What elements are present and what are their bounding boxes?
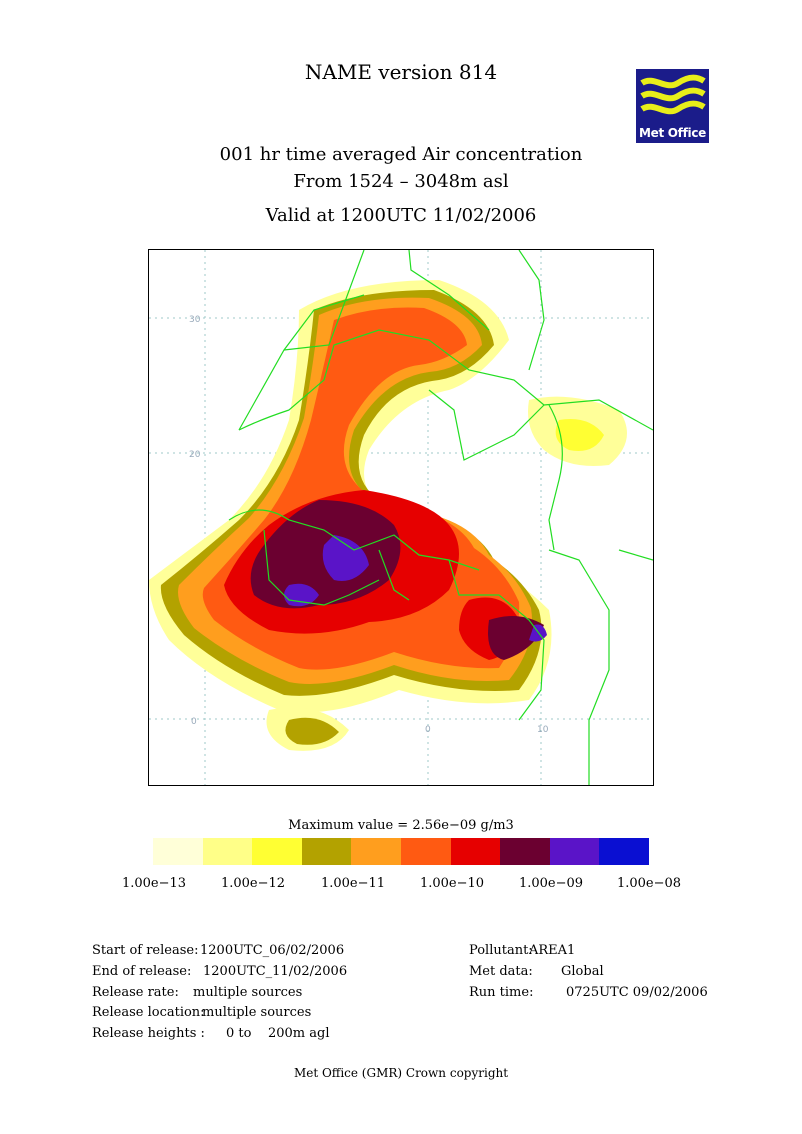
color-swatch-6 (400, 838, 451, 865)
pollutant-label: Pollutant: (469, 943, 533, 958)
lat-label-0: 0 (191, 717, 197, 727)
country-borders (228, 250, 653, 785)
start-release-label: Start of release: (92, 943, 199, 958)
color-swatch-3 (252, 838, 302, 865)
lat-label-20: 20 (189, 450, 201, 460)
color-swatch-7 (450, 838, 501, 865)
met-data-label: Met data: (469, 964, 533, 979)
release-location-value: multiple sources (202, 1005, 312, 1020)
color-swatch-9 (549, 838, 600, 865)
run-time-label: Run time: (469, 985, 534, 1000)
color-swatch-4 (301, 838, 352, 865)
met-data-value: Global (561, 964, 604, 979)
color-swatch-8 (500, 838, 550, 865)
scale-label-1e-12: 1.00e−12 (220, 876, 286, 891)
release-heights-label: Release heights : (92, 1026, 205, 1041)
page-title: NAME version 814 (304, 60, 498, 84)
lon-label-0: 0 (425, 725, 431, 735)
start-release-value: 1200UTC_06/02/2006 (200, 943, 345, 958)
footer-copyright: Met Office (GMR) Crown copyright (293, 1066, 509, 1080)
valid-time: Valid at 1200UTC 11/02/2006 (265, 205, 537, 226)
release-heights-value: 0 to 200m agl (226, 1026, 330, 1041)
pollutant-value: AREA1 (529, 943, 576, 958)
max-value: Maximum value = 2.56e−09 g/m3 (288, 818, 514, 833)
wave-icon (640, 74, 706, 115)
scale-label-1e-09: 1.00e−09 (518, 876, 584, 891)
color-swatch-5 (351, 838, 401, 865)
met-office-logo: Met Office (636, 69, 709, 143)
color-swatch-1 (153, 838, 203, 865)
grid-labels: 30 20 0 0 10 (189, 315, 549, 735)
color-scale-bar (153, 838, 649, 865)
lat-label-30: 30 (189, 315, 201, 325)
release-rate-value: multiple sources (193, 985, 303, 1000)
release-rate-label: Release rate: (92, 985, 179, 1000)
subtitle-line1: 001 hr time averaged Air concentration (219, 144, 583, 165)
map-svg: 30 20 0 0 10 (149, 250, 653, 785)
logo-text: Met Office (638, 126, 706, 140)
end-release-value: 1200UTC_11/02/2006 (203, 964, 348, 979)
scale-label-1e-08: 1.00e−08 (616, 876, 682, 891)
end-release-label: End of release: (92, 964, 192, 979)
color-swatch-2 (202, 838, 253, 865)
concentration-map: 30 20 0 0 10 (148, 249, 654, 786)
color-swatch-10 (599, 838, 649, 865)
scale-label-1e-11: 1.00e−11 (320, 876, 386, 891)
run-time-value: 0725UTC 09/02/2006 (566, 985, 708, 1000)
release-location-label: Release location: (92, 1005, 205, 1020)
lon-label-10: 10 (537, 725, 549, 735)
scale-label-1e-10: 1.00e−10 (419, 876, 485, 891)
scale-label-1e-13: 1.00e−13 (121, 876, 187, 891)
subtitle-line2: From 1524 – 3048m asl (293, 171, 509, 192)
